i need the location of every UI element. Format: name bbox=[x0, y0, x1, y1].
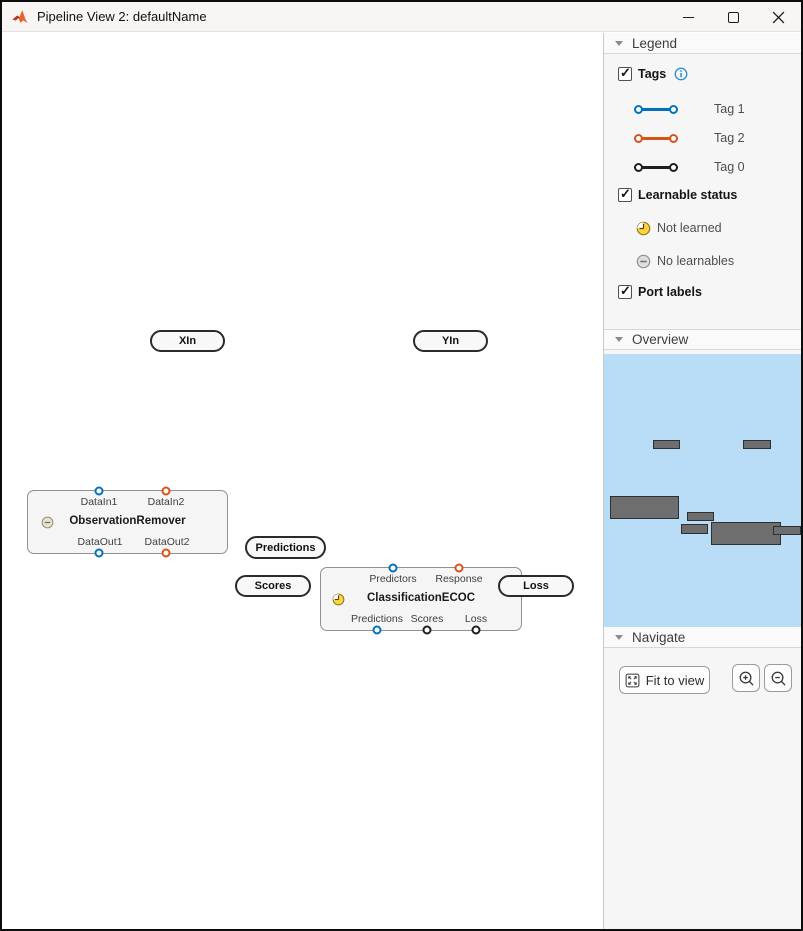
overview-minimap[interactable] bbox=[604, 354, 801, 627]
fit-to-view-label: Fit to view bbox=[645, 672, 705, 688]
pipeline-node-yin[interactable]: YIn bbox=[413, 330, 488, 352]
zoom-out-button[interactable] bbox=[764, 664, 792, 692]
legend-header-label: Legend bbox=[632, 35, 678, 51]
pipeline-node-loss[interactable]: Loss bbox=[498, 575, 574, 597]
minimize-button[interactable] bbox=[666, 2, 711, 32]
port-datain2[interactable] bbox=[161, 486, 171, 496]
sidebar: Legend Tags Tag 1 Tag 2 bbox=[603, 33, 801, 929]
block-observationremover[interactable]: DataIn1 DataIn2 ObservationRemover DataO… bbox=[27, 486, 228, 558]
legend-section-header[interactable]: Legend bbox=[604, 33, 801, 54]
minimize-icon bbox=[683, 16, 694, 18]
learnable-status-label: Learnable status bbox=[638, 188, 738, 202]
zoom-in-button[interactable] bbox=[732, 664, 760, 692]
window-controls bbox=[666, 2, 801, 32]
overview-header-label: Overview bbox=[632, 332, 689, 347]
window-title: Pipeline View 2: defaultName bbox=[37, 9, 207, 24]
port-predictions-out[interactable] bbox=[372, 625, 382, 635]
minimap-block-scores bbox=[681, 524, 708, 534]
port-label-response: Response bbox=[435, 573, 483, 585]
tags-label: Tags bbox=[638, 67, 667, 81]
clock-not-learned-icon bbox=[636, 221, 651, 235]
port-loss-out[interactable] bbox=[471, 625, 481, 635]
minus-no-learnables-icon bbox=[41, 516, 54, 529]
maximize-button[interactable] bbox=[711, 2, 756, 32]
overview-section-header[interactable]: Overview bbox=[604, 329, 801, 350]
port-label-scores: Scores bbox=[410, 613, 444, 625]
fit-to-view-icon bbox=[625, 673, 640, 687]
zoom-out-icon bbox=[771, 671, 786, 686]
port-label-loss: Loss bbox=[464, 613, 488, 625]
close-button[interactable] bbox=[756, 2, 801, 32]
minimap-block-predictions bbox=[687, 512, 714, 521]
port-label-dataout2: DataOut2 bbox=[144, 536, 190, 548]
port-scores-out[interactable] bbox=[422, 625, 432, 635]
tags-checkbox[interactable] bbox=[618, 65, 632, 81]
collapse-caret-icon bbox=[615, 337, 623, 342]
minimap-block-xin bbox=[653, 440, 680, 449]
port-label-predictions: Predictions bbox=[351, 613, 403, 625]
legend-item-tag0: Tag 0 bbox=[634, 160, 745, 174]
minimap-block-yin bbox=[743, 440, 771, 449]
pipeline-node-scores[interactable]: Scores bbox=[235, 575, 311, 597]
tag0-label: Tag 0 bbox=[714, 160, 745, 174]
legend-item-not-learned: Not learned bbox=[636, 220, 722, 236]
navigate-section-header[interactable]: Navigate bbox=[604, 627, 801, 648]
no-learnables-label: No learnables bbox=[657, 254, 735, 268]
zoom-in-icon bbox=[739, 671, 754, 686]
port-labels-checkbox-row: Port labels bbox=[618, 283, 702, 300]
legend-item-tag1: Tag 1 bbox=[634, 102, 745, 116]
pipeline-node-predictions[interactable]: Predictions bbox=[245, 536, 326, 559]
port-label-predictors: Predictors bbox=[369, 573, 417, 585]
collapse-caret-icon bbox=[615, 40, 623, 46]
legend-item-tag2: Tag 2 bbox=[634, 131, 745, 145]
info-icon[interactable] bbox=[674, 67, 688, 81]
navigate-header-label: Navigate bbox=[632, 629, 686, 645]
close-icon bbox=[772, 11, 785, 23]
minimap-block-observationremover bbox=[610, 496, 679, 519]
port-predictors[interactable] bbox=[388, 563, 398, 573]
not-learned-label: Not learned bbox=[657, 221, 722, 235]
tags-checkbox-row: Tags bbox=[618, 65, 688, 82]
collapse-caret-icon bbox=[615, 634, 623, 640]
port-response[interactable] bbox=[454, 563, 464, 573]
minus-no-learnables-icon bbox=[636, 254, 651, 268]
tag0-line-icon bbox=[634, 162, 678, 172]
block-title: ObservationRemover bbox=[69, 515, 186, 527]
port-labels-checkbox[interactable] bbox=[618, 283, 632, 299]
tag2-label: Tag 2 bbox=[714, 131, 745, 145]
maximize-icon bbox=[728, 11, 739, 23]
pipeline-node-xin[interactable]: XIn bbox=[150, 330, 225, 352]
legend-item-no-learnables: No learnables bbox=[636, 253, 734, 269]
tag1-label: Tag 1 bbox=[714, 102, 745, 116]
block-classificationecoc[interactable]: Predictors Response ClassificationECOC P… bbox=[320, 563, 522, 635]
port-label-datain1: DataIn1 bbox=[80, 496, 118, 508]
port-labels-label: Port labels bbox=[638, 285, 702, 299]
minimap-block-classificationecoc bbox=[711, 522, 781, 545]
matlab-logo-icon bbox=[12, 9, 28, 23]
learnable-status-checkbox-row: Learnable status bbox=[618, 186, 738, 203]
fit-to-view-button[interactable]: Fit to view bbox=[619, 666, 710, 694]
port-dataout2[interactable] bbox=[161, 548, 171, 558]
port-label-dataout1: DataOut1 bbox=[77, 536, 123, 548]
learnable-status-checkbox[interactable] bbox=[618, 186, 632, 202]
port-label-datain2: DataIn2 bbox=[147, 496, 185, 508]
tag2-line-icon bbox=[634, 133, 678, 143]
port-datain1[interactable] bbox=[94, 486, 104, 496]
minimap-block-loss bbox=[773, 526, 801, 535]
title-bar: Pipeline View 2: defaultName bbox=[2, 2, 801, 32]
block-title: ClassificationECOC bbox=[367, 592, 475, 604]
port-dataout1[interactable] bbox=[94, 548, 104, 558]
clock-not-learned-icon bbox=[332, 593, 345, 606]
pipeline-canvas[interactable]: XIn YIn DataIn1 DataIn2 ObservationRemov… bbox=[2, 33, 601, 929]
tag1-line-icon bbox=[634, 104, 678, 114]
